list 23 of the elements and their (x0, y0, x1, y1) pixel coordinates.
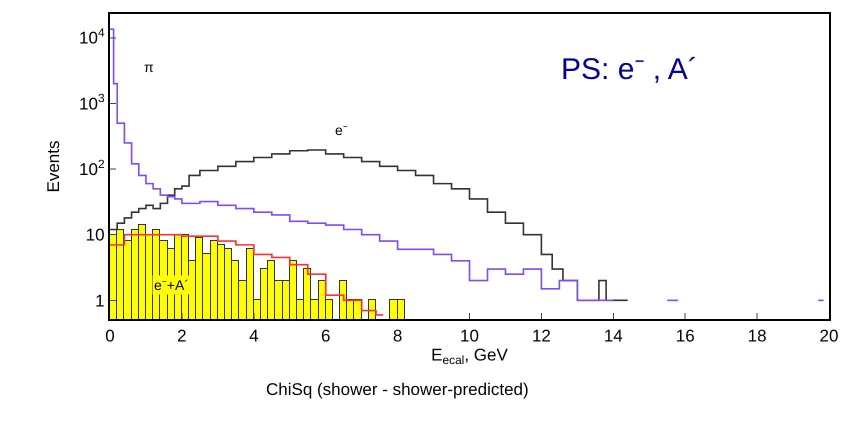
y-tick-label: 10 (86, 226, 105, 245)
text: ChiSq (shower - shower-predicted) (266, 380, 529, 399)
y-tick-label: 10$^{2}$ (79, 156, 105, 179)
annotation: e⁻ (335, 122, 348, 138)
x-axis-title: E$_{ecal}$, GeV (431, 345, 508, 367)
x-tick-label: 16 (676, 326, 695, 346)
x-tick-label: 0 (105, 326, 115, 346)
y-axis-title: Events (44, 140, 64, 192)
y-tick-label: 1 (95, 291, 105, 310)
y-tick-label: 10$^{4}$ (79, 26, 105, 48)
x-tick-label: 18 (748, 326, 767, 346)
annotation: e⁻+A´ (154, 277, 189, 293)
x-tick-label: 20 (820, 326, 838, 346)
x-tick-label: 10 (460, 326, 479, 346)
x-tick-label: 14 (604, 326, 623, 346)
x-tick-label: 8 (392, 326, 402, 346)
annotation: π (144, 59, 154, 75)
x-tick-label: 2 (177, 326, 187, 346)
y-tick-label: 10$^{3}$ (79, 91, 105, 114)
x-tick-label: 6 (320, 326, 330, 346)
x-tick-label: 12 (532, 326, 551, 346)
annotation: PS: e⁻ , A´ (561, 53, 698, 86)
x-tick-label: 4 (249, 326, 259, 346)
